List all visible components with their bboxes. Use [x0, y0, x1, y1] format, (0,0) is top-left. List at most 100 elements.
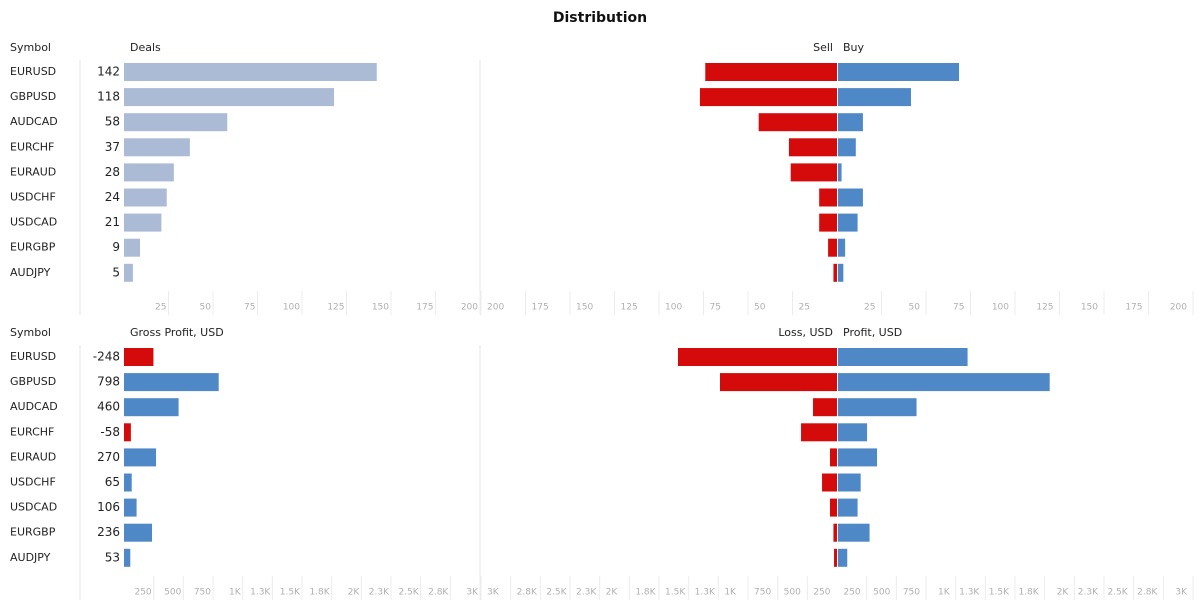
bar [124, 138, 190, 157]
x-tick-label: 1K [724, 588, 737, 598]
x-tick-label: 1.3K [250, 588, 271, 598]
bar [124, 238, 141, 257]
value-label: 9 [112, 240, 120, 254]
bar [699, 88, 837, 107]
value-label: 460 [97, 400, 120, 414]
value-label: 118 [97, 90, 120, 104]
bar [838, 348, 968, 366]
bar [124, 448, 157, 467]
x-tick-label: 1.5K [280, 588, 301, 598]
bar [124, 423, 131, 442]
x-tick-label: 250 [134, 588, 151, 598]
value-label: 65 [105, 475, 120, 489]
bar [124, 63, 377, 81]
bar [124, 188, 167, 207]
x-tick-label: 2K [1057, 588, 1070, 598]
x-tick-label: 2.5K [1107, 588, 1128, 598]
symbol-label: EURUSD [10, 350, 56, 363]
bar [834, 548, 837, 567]
bar [838, 448, 878, 467]
x-tick-label: 250 [813, 588, 830, 598]
column-header: Deals [130, 41, 161, 54]
value-label: 58 [105, 115, 120, 129]
x-tick-label: 2.3K [1078, 588, 1099, 598]
x-tick-label: 2.5K [546, 588, 567, 598]
x-tick-label: 200 [487, 303, 504, 313]
x-tick-label: 3K [487, 588, 500, 598]
x-tick-label: 1K [938, 588, 951, 598]
bar [838, 423, 868, 442]
x-tick-label: 200 [1170, 303, 1187, 313]
bar [124, 473, 132, 492]
x-tick-label: 25 [864, 303, 875, 313]
x-tick-label: 500 [784, 588, 801, 598]
bar [838, 263, 844, 282]
x-tick-label: 75 [244, 303, 255, 313]
x-tick-label: 25 [155, 303, 166, 313]
symbol-label: EURGBP [10, 526, 56, 539]
x-tick-label: 175 [532, 303, 549, 313]
bar [819, 213, 837, 232]
bar [833, 523, 837, 542]
x-tick-label: 2.8K [517, 588, 538, 598]
x-tick-label: 750 [754, 588, 771, 598]
x-tick-label: 2.5K [398, 588, 419, 598]
symbol-label: EURUSD [10, 65, 56, 78]
x-tick-label: 1.3K [959, 588, 980, 598]
bar [838, 163, 842, 182]
bar [838, 373, 1050, 392]
x-tick-label: 175 [1125, 303, 1142, 313]
x-tick-label: 25 [799, 303, 810, 313]
value-label: -248 [93, 350, 120, 364]
x-tick-label: 125 [621, 303, 638, 313]
value-label: -58 [100, 425, 120, 439]
bar [801, 423, 837, 442]
column-header: Symbol [10, 326, 51, 339]
bar [838, 548, 848, 567]
bar [819, 188, 837, 207]
x-tick-label: 200 [461, 303, 478, 313]
x-tick-label: 1.8K [635, 588, 656, 598]
symbol-label: EURAUD [10, 165, 56, 178]
x-tick-label: 2K [348, 588, 361, 598]
x-tick-label: 50 [909, 303, 921, 313]
value-label: 28 [105, 165, 120, 179]
x-tick-label: 125 [1036, 303, 1053, 313]
bar [124, 548, 131, 567]
value-label: 37 [105, 140, 120, 154]
x-tick-label: 150 [576, 303, 593, 313]
column-header: Loss, USD [778, 326, 833, 339]
bar [838, 63, 960, 81]
bar [124, 263, 133, 282]
bar [838, 213, 858, 232]
bar [124, 398, 179, 417]
x-tick-label: 100 [992, 303, 1009, 313]
value-label: 5 [112, 265, 120, 279]
bar [838, 88, 911, 107]
column-header: Sell [813, 41, 833, 54]
x-tick-label: 2.3K [369, 588, 390, 598]
bar [838, 188, 863, 207]
symbol-label: AUDCAD [10, 400, 58, 413]
symbol-label: EURGBP [10, 241, 56, 254]
x-tick-label: 1K [229, 588, 242, 598]
bar [705, 63, 837, 81]
column-header: Symbol [10, 41, 51, 54]
bar [813, 398, 837, 417]
bar [822, 473, 837, 492]
bar [829, 448, 837, 467]
bar [838, 398, 917, 417]
bar [124, 498, 137, 517]
symbol-label: AUDJPY [10, 266, 51, 279]
symbol-label: GBPUSD [10, 90, 56, 103]
x-tick-label: 150 [1081, 303, 1098, 313]
column-header: Profit, USD [843, 326, 902, 339]
symbol-label: USDCAD [10, 216, 57, 229]
value-label: 270 [97, 450, 120, 464]
x-tick-label: 75 [710, 303, 721, 313]
value-label: 21 [105, 215, 120, 229]
value-label: 106 [97, 500, 120, 514]
x-tick-label: 150 [372, 303, 389, 313]
bar [719, 373, 837, 392]
x-tick-label: 750 [903, 588, 920, 598]
